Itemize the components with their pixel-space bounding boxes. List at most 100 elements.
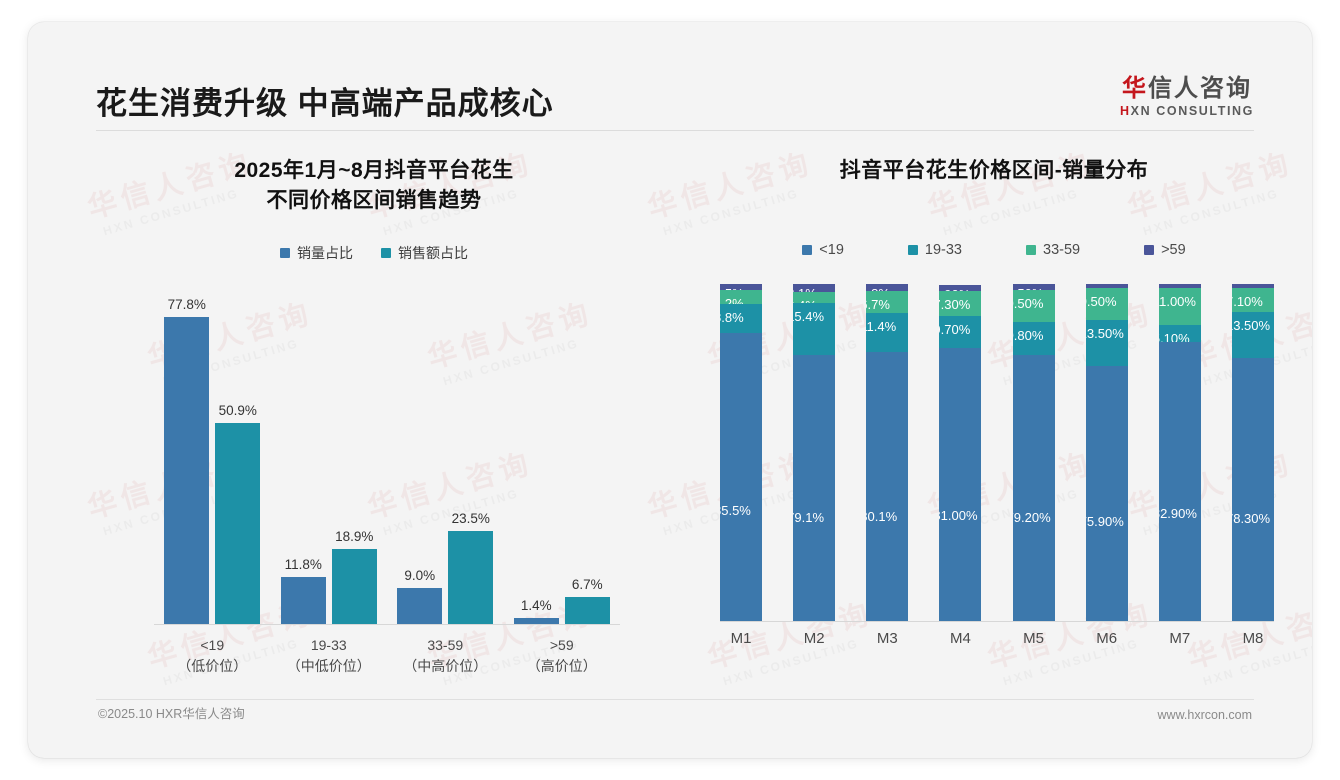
segment-value-label: 9.50%	[1013, 295, 1044, 311]
stacked-bar-segment[interactable]: 85.5%	[720, 333, 762, 622]
x-axis-category-name: 33-59	[427, 636, 464, 653]
header-divider	[96, 130, 1254, 131]
right-chart-title: 抖音平台花生价格区间-销量分布	[696, 156, 1292, 186]
stacked-bar-segment[interactable]: 2.1%	[793, 284, 836, 292]
right-chart-legend-item[interactable]: 19-33	[907, 242, 962, 259]
stacked-bar-segment[interactable]: 82.90%	[1158, 342, 1201, 622]
bar[interactable]: 50.9%	[215, 403, 261, 624]
stacked-bar[interactable]: 1.90% 7.30% 9.70% 81.00%	[939, 284, 982, 622]
bar-slot: 50.9%	[215, 289, 261, 624]
x-axis-category-sub: （高价位）	[526, 657, 597, 674]
legend-swatch-icon	[1144, 245, 1155, 256]
left-chart-bar-groups: 77.8% 50.9% 11.8% 18.9% 9.0% 23.5% 1.4% 6.7%	[154, 289, 620, 624]
stacked-bar-segment[interactable]: 78.30%	[1231, 357, 1274, 622]
stacked-bar-segment[interactable]: 13.50%	[1231, 312, 1274, 358]
right-chart-legend-item[interactable]: >59	[1144, 242, 1186, 258]
stacked-bar[interactable]: 1.50% 9.50% 9.80% 79.20%	[1012, 284, 1055, 622]
bar[interactable]: 77.8%	[164, 297, 210, 624]
stacked-bar-segment[interactable]: 7.10%	[1231, 288, 1274, 313]
bar-group: 77.8% 50.9%	[154, 289, 271, 624]
legend-swatch-icon	[1026, 245, 1036, 256]
stacked-bar[interactable]: 2.1% 3.4% 15.4% 79.1%	[793, 284, 836, 622]
legend-item-label: <19	[819, 242, 844, 259]
x-axis-month-label: M5	[1023, 630, 1044, 648]
stacked-bar-segment[interactable]: 11.00%	[1158, 287, 1201, 325]
stacked-bar-segment[interactable]: 81.00%	[939, 348, 982, 622]
stacked-bar-segment[interactable]: 79.20%	[1012, 354, 1055, 622]
stacked-bar-segment[interactable]: 8.8%	[720, 303, 762, 334]
legend-swatch-icon	[280, 247, 290, 258]
x-axis-category-label: 19-33 （中低价位）	[271, 629, 388, 679]
stacked-bar-segment[interactable]: 75.90%	[1085, 365, 1128, 622]
segment-value-label: 82.90%	[1159, 505, 1197, 521]
footer-divider	[96, 699, 1254, 700]
stacked-bar-segment[interactable]: 1.8%	[866, 284, 909, 291]
stacked-bar-segment[interactable]: 7.30%	[939, 291, 982, 316]
stacked-bar[interactable]: 1.10% 9.50% 13.50% 75.90%	[1085, 284, 1128, 622]
bar[interactable]: 18.9%	[331, 529, 377, 624]
stacked-bar-segment[interactable]: 5.10%	[1158, 324, 1201, 343]
slide-header: 花生消费升级 中高端产品成核心 华信人咨询 HXN CONSULTING	[28, 22, 1312, 131]
stacked-bar-segment[interactable]: 13.50%	[1085, 320, 1128, 366]
segment-value-label: 79.1%	[793, 510, 825, 526]
stacked-bar-segment[interactable]: 1.10%	[1085, 284, 1128, 289]
bar-value-label: 6.7%	[571, 577, 603, 593]
bar[interactable]: 1.4%	[513, 598, 559, 624]
segment-value-label: 79.20%	[1013, 510, 1051, 526]
bar[interactable]: 9.0%	[397, 568, 443, 624]
x-axis-category-sub: （中高价位）	[403, 657, 488, 674]
segment-value-label: 1.10%	[1232, 286, 1263, 288]
segment-value-label: 75.90%	[1086, 514, 1124, 530]
stacked-bar-segment[interactable]: 1.90%	[939, 284, 982, 292]
legend-swatch-icon	[381, 247, 391, 258]
left-chart-legend-item[interactable]: 销量占比	[280, 243, 353, 263]
right-chart-plot: 1.5% 4.2% 8.8% 85.5% 2.1% 3.4% 15.4% 79.1% 1.8% 6…	[696, 270, 1292, 674]
stacked-bar[interactable]: 1.10% 7.10% 13.50% 78.30%	[1231, 284, 1274, 622]
bar[interactable]: 23.5%	[448, 511, 494, 624]
segment-value-label: 4.2%	[720, 295, 744, 304]
stacked-bar-segment[interactable]: 15.4%	[793, 302, 836, 355]
stacked-bar-segment[interactable]: 1.10%	[1231, 284, 1274, 289]
x-axis-month-label: M8	[1242, 630, 1264, 648]
segment-value-label: 85.5%	[720, 502, 751, 518]
bar[interactable]: 6.7%	[564, 577, 610, 624]
legend-item-label: 销量占比	[297, 244, 353, 261]
bar-value-label: 77.8%	[167, 297, 206, 313]
stacked-bar[interactable]: 1.00% 11.00% 5.10% 82.90%	[1158, 284, 1201, 622]
right-chart-legend-item[interactable]: <19	[802, 242, 844, 258]
bar-slot: 9.0%	[397, 289, 443, 624]
right-chart-legend-item[interactable]: 33-59	[1026, 242, 1080, 258]
stacked-bar-segment[interactable]: 80.1%	[866, 351, 909, 622]
left-chart-legend: 销量占比 销售额占比	[76, 243, 672, 263]
stacked-bar-segment[interactable]: 3.4%	[793, 291, 836, 303]
left-chart-legend-item[interactable]: 销售额占比	[381, 243, 468, 263]
stacked-bar-segment[interactable]: 1.00%	[1158, 284, 1201, 288]
segment-value-label: 80.1%	[866, 509, 898, 525]
segment-value-label: 7.10%	[1232, 294, 1263, 310]
legend-item-label: 19-33	[924, 242, 962, 259]
stacked-bar[interactable]: 1.8% 6.7% 11.4% 80.1%	[866, 284, 909, 622]
stacked-bar-segment[interactable]: 79.1%	[793, 354, 836, 622]
bar-slot: 18.9%	[331, 289, 377, 624]
stacked-bar[interactable]: 1.5% 4.2% 8.8% 85.5%	[720, 284, 762, 622]
stacked-bar-segment[interactable]: 9.80%	[1012, 321, 1055, 355]
footer-website[interactable]: www.hxrcon.com	[1157, 708, 1252, 722]
left-chart-x-labels: <19 （低价位） 19-33 （中低价位） 33-59 （中高价位） >59 （高价位）	[154, 629, 620, 679]
stacked-bar-segment[interactable]: 4.2%	[720, 289, 762, 304]
slide-canvas: 华信人咨询 HXN CONSULTING 华信人咨询 HXN CONSULTING 华信…	[28, 22, 1312, 758]
bar[interactable]: 11.8%	[280, 557, 326, 624]
stacked-bar-segment[interactable]: 9.50%	[1012, 289, 1055, 322]
stacked-bar-segment[interactable]: 6.7%	[866, 290, 909, 314]
stacked-bar-segment[interactable]: 9.70%	[939, 315, 982, 349]
legend-swatch-icon	[802, 245, 813, 256]
stacked-bar-segment[interactable]: 9.50%	[1085, 288, 1128, 321]
stacked-bar-segment[interactable]: 1.50%	[1012, 284, 1055, 290]
stacked-bar-segment[interactable]: 1.5%	[720, 284, 762, 290]
brand-logo-cn-red: 华	[1122, 75, 1148, 102]
bar-slot: 1.4%	[513, 289, 559, 624]
segment-value-label: 9.80%	[1013, 327, 1044, 343]
bar-value-label: 11.8%	[284, 557, 322, 573]
bar-group: 9.0% 23.5%	[387, 289, 504, 624]
stacked-bar-segment[interactable]: 11.4%	[866, 313, 909, 352]
bar-slot: 6.7%	[564, 289, 610, 624]
